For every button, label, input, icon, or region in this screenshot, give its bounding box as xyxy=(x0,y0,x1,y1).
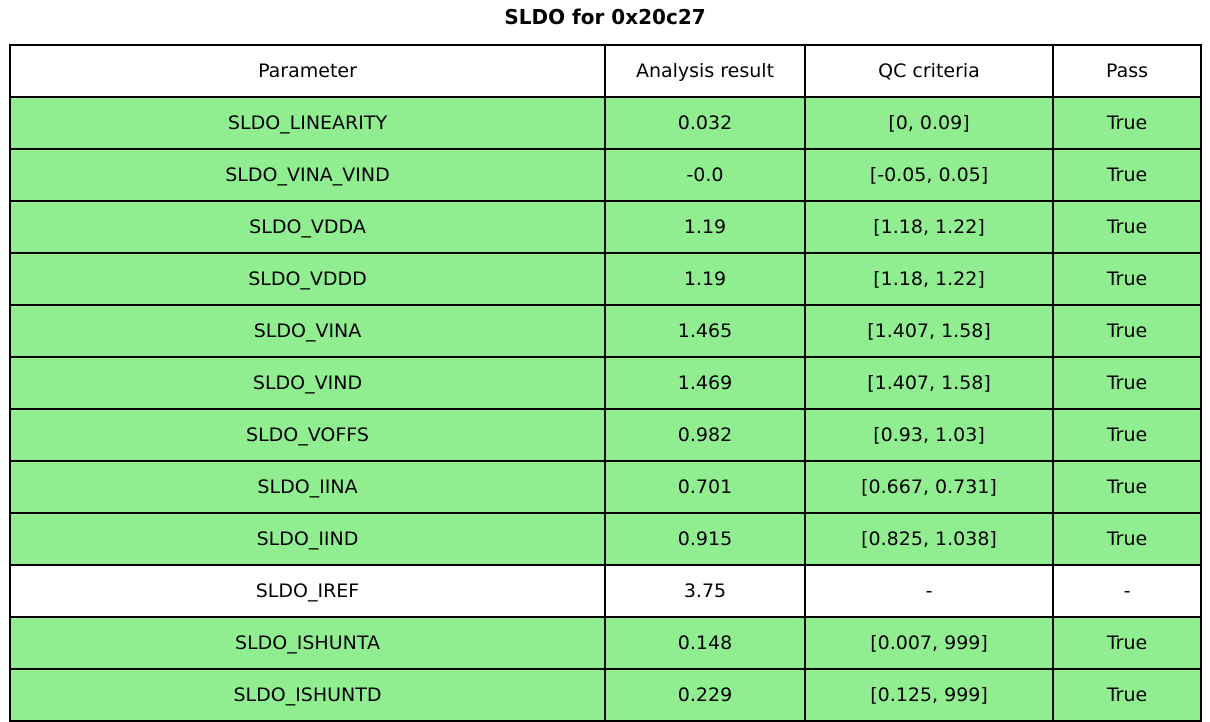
cell-parameter: SLDO_LINEARITY xyxy=(9,96,606,150)
table-row: SLDO_VOFFS 0.982 [0.93, 1.03] True xyxy=(9,408,1202,462)
cell-pass: True xyxy=(1052,252,1202,306)
cell-analysis-result: 0.229 xyxy=(604,668,806,722)
cell-qc-criteria: [-0.05, 0.05] xyxy=(804,148,1054,202)
cell-pass: True xyxy=(1052,96,1202,150)
cell-pass: True xyxy=(1052,616,1202,670)
cell-parameter: SLDO_VOFFS xyxy=(9,408,606,462)
cell-parameter: SLDO_VDDD xyxy=(9,252,606,306)
cell-analysis-result: 0.148 xyxy=(604,616,806,670)
cell-pass: True xyxy=(1052,356,1202,410)
cell-pass: - xyxy=(1052,564,1202,618)
table-row: SLDO_VDDA 1.19 [1.18, 1.22] True xyxy=(9,200,1202,254)
cell-pass: True xyxy=(1052,148,1202,202)
header-row: Parameter Analysis result QC criteria Pa… xyxy=(9,44,1202,98)
cell-analysis-result: -0.0 xyxy=(604,148,806,202)
cell-pass: True xyxy=(1052,668,1202,722)
column-header-pass: Pass xyxy=(1052,44,1202,98)
cell-pass: True xyxy=(1052,512,1202,566)
cell-qc-criteria: [0.667, 0.731] xyxy=(804,460,1054,514)
column-header-analysis-result: Analysis result xyxy=(604,44,806,98)
cell-analysis-result: 0.701 xyxy=(604,460,806,514)
cell-qc-criteria: [1.18, 1.22] xyxy=(804,252,1054,306)
cell-analysis-result: 1.19 xyxy=(604,252,806,306)
qc-table-body: SLDO_LINEARITY 0.032 [0, 0.09] True SLDO_VIN… xyxy=(9,96,1202,722)
cell-parameter: SLDO_ISHUNTD xyxy=(9,668,606,722)
cell-qc-criteria: [0.825, 1.038] xyxy=(804,512,1054,566)
table-row: SLDO_ISHUNTA 0.148 [0.007, 999] True xyxy=(9,616,1202,670)
table-row: SLDO_VDDD 1.19 [1.18, 1.22] True xyxy=(9,252,1202,306)
cell-qc-criteria: - xyxy=(804,564,1054,618)
qc-results-table: Parameter Analysis result QC criteria Pa… xyxy=(9,44,1202,722)
table-row: SLDO_VINA 1.465 [1.407, 1.58] True xyxy=(9,304,1202,358)
cell-qc-criteria: [1.407, 1.58] xyxy=(804,356,1054,410)
cell-analysis-result: 1.465 xyxy=(604,304,806,358)
cell-qc-criteria: [0, 0.09] xyxy=(804,96,1054,150)
cell-qc-criteria: [1.18, 1.22] xyxy=(804,200,1054,254)
cell-analysis-result: 1.469 xyxy=(604,356,806,410)
cell-analysis-result: 3.75 xyxy=(604,564,806,618)
cell-pass: True xyxy=(1052,304,1202,358)
column-header-parameter: Parameter xyxy=(9,44,606,98)
cell-analysis-result: 0.982 xyxy=(604,408,806,462)
cell-parameter: SLDO_IREF xyxy=(9,564,606,618)
column-header-qc-criteria: QC criteria xyxy=(804,44,1054,98)
cell-analysis-result: 1.19 xyxy=(604,200,806,254)
table-row: SLDO_IIND 0.915 [0.825, 1.038] True xyxy=(9,512,1202,566)
cell-pass: True xyxy=(1052,200,1202,254)
table-row: SLDO_IREF 3.75- - xyxy=(9,564,1202,618)
figure-title: SLDO for 0x20c27 xyxy=(504,5,706,29)
table-row: SLDO_IINA 0.701 [0.667, 0.731] True xyxy=(9,460,1202,514)
cell-qc-criteria: [0.007, 999] xyxy=(804,616,1054,670)
cell-analysis-result: 0.915 xyxy=(604,512,806,566)
table-row: SLDO_LINEARITY 0.032 [0, 0.09] True xyxy=(9,96,1202,150)
cell-qc-criteria: [0.93, 1.03] xyxy=(804,408,1054,462)
cell-qc-criteria: [0.125, 999] xyxy=(804,668,1054,722)
cell-analysis-result: 0.032 xyxy=(604,96,806,150)
cell-parameter: SLDO_VDDA xyxy=(9,200,606,254)
cell-pass: True xyxy=(1052,460,1202,514)
table-row: SLDO_VINA_VIND -0.0 [-0.05, 0.05] True xyxy=(9,148,1202,202)
cell-pass: True xyxy=(1052,408,1202,462)
table-row: SLDO_ISHUNTD 0.229 [0.125, 999] True xyxy=(9,668,1202,722)
cell-parameter: SLDO_VIND xyxy=(9,356,606,410)
cell-qc-criteria: [1.407, 1.58] xyxy=(804,304,1054,358)
table-row: SLDO_VIND 1.469 [1.407, 1.58] True xyxy=(9,356,1202,410)
cell-parameter: SLDO_ISHUNTA xyxy=(9,616,606,670)
cell-parameter: SLDO_VINA_VIND xyxy=(9,148,606,202)
cell-parameter: SLDO_IINA xyxy=(9,460,606,514)
cell-parameter: SLDO_VINA xyxy=(9,304,606,358)
cell-parameter: SLDO_IIND xyxy=(9,512,606,566)
